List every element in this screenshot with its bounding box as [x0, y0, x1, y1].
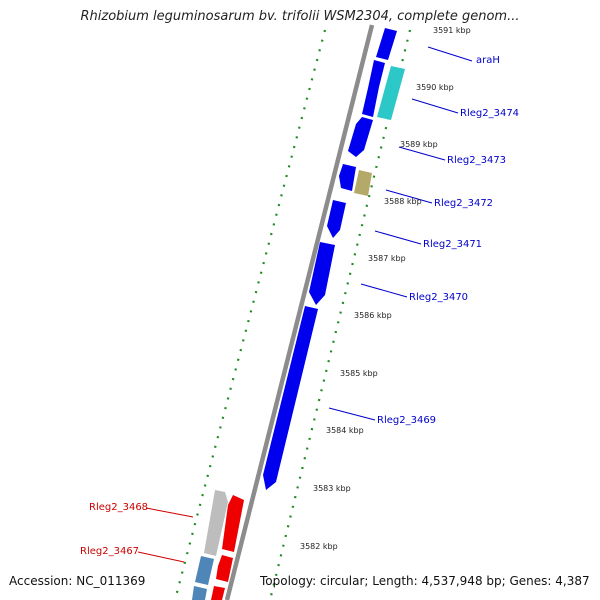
map-title: Rhizobium leguminosarum bv. trifolii WSM… — [80, 9, 520, 24]
gene-feature-rleg2-3470[interactable] — [309, 242, 335, 305]
gene-feature-rleg2-3474[interactable] — [362, 60, 385, 117]
gene-feature-rleg2-3471[interactable] — [327, 200, 346, 238]
gene-label-rleg2-3467[interactable]: Rleg2_3467 — [80, 546, 139, 557]
leader-line-rleg2-3474 — [411, 98, 459, 114]
gene-label-rleg2-3472[interactable]: Rleg2_3472 — [434, 198, 493, 209]
leader-line-arah — [427, 46, 473, 62]
gene-label-rleg2-3474[interactable]: Rleg2_3474 — [460, 108, 519, 119]
inner-dotted-track — [173, 29, 327, 600]
gene-feature-rleg2-3469[interactable] — [263, 306, 318, 490]
scale-label: 3590 kbp — [416, 83, 454, 92]
steel-feature-lower[interactable] — [192, 586, 207, 600]
cyan-feature[interactable] — [377, 66, 405, 120]
gene-label-rleg2-3469[interactable]: Rleg2_3469 — [377, 415, 436, 426]
gene-label-arah[interactable]: araH — [476, 55, 500, 66]
leader-line-rleg2-3469 — [328, 407, 376, 421]
olive-feature[interactable] — [354, 170, 372, 196]
scale-label: 3588 kbp — [384, 197, 422, 206]
gene-label-rleg2-3470[interactable]: Rleg2_3470 — [409, 292, 468, 303]
backbone-track — [224, 24, 375, 600]
leader-line-rleg2-3470 — [360, 283, 408, 298]
leader-line-rleg2-3473 — [398, 146, 446, 161]
scale-label: 3589 kbp — [400, 140, 438, 149]
leader-line-rleg2-3472 — [385, 189, 433, 204]
scale-label: 3584 kbp — [326, 426, 364, 435]
gene-feature-arah[interactable] — [376, 28, 397, 60]
scale-label: 3591 kbp — [433, 26, 471, 35]
leader-line-rleg2-3471 — [374, 230, 422, 245]
reverse-gene-feature-lower[interactable] — [211, 586, 225, 600]
gene-label-rleg2-3473[interactable]: Rleg2_3473 — [447, 155, 506, 166]
accession-text: Accession: NC_011369 — [9, 574, 146, 588]
gene-label-rleg2-3471[interactable]: Rleg2_3471 — [423, 239, 482, 250]
reverse-gene-feature-upper[interactable] — [222, 495, 244, 552]
scale-label: 3585 kbp — [340, 369, 378, 378]
scale-label: 3587 kbp — [368, 254, 406, 263]
scale-label: 3582 kbp — [300, 542, 338, 551]
scale-label: 3586 kbp — [354, 311, 392, 320]
gene-feature-rleg2-3473[interactable] — [348, 117, 373, 157]
leader-line-rleg2-3468 — [145, 507, 194, 518]
grey-feature-rleg2-3468[interactable] — [204, 490, 228, 556]
gene-label-rleg2-3468[interactable]: Rleg2_3468 — [89, 502, 148, 513]
gene-feature-rleg2-3472[interactable] — [339, 164, 356, 191]
steel-feature-rleg2-3467[interactable] — [195, 556, 214, 585]
scale-label: 3583 kbp — [313, 484, 351, 493]
topology-text: Topology: circular; Length: 4,537,948 bp… — [260, 574, 590, 588]
reverse-gene-feature-middle[interactable] — [216, 555, 233, 582]
leader-line-rleg2-3467 — [137, 551, 185, 563]
